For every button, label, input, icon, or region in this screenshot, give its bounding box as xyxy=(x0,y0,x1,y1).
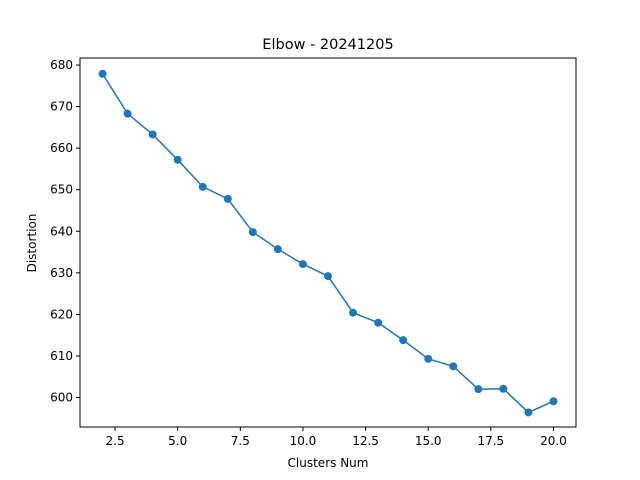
y-axis-ticks: 600 610 620 630 640 650 660 670 680 xyxy=(50,58,80,404)
x-axis-label: Clusters Num xyxy=(288,456,369,470)
y-tick-label: 600 xyxy=(50,390,73,404)
x-tick-label: 12.5 xyxy=(352,434,379,448)
data-point-marker xyxy=(524,408,533,417)
series-layer xyxy=(98,69,558,417)
y-tick-label: 630 xyxy=(50,266,73,280)
y-axis-label: Distortion xyxy=(25,214,39,273)
axes-frame xyxy=(79,57,577,428)
data-point-marker xyxy=(474,385,483,394)
data-point-marker xyxy=(148,130,157,139)
y-tick-label: 660 xyxy=(50,141,73,155)
data-point-marker xyxy=(549,397,558,406)
data-point-marker xyxy=(399,336,408,345)
x-tick-label: 10.0 xyxy=(290,434,317,448)
x-tick-label: 17.5 xyxy=(477,434,504,448)
y-tick-label: 640 xyxy=(50,224,73,238)
plot-area xyxy=(79,57,577,428)
x-tick-label: 7.5 xyxy=(231,434,250,448)
data-point-marker xyxy=(223,194,232,203)
data-point-marker xyxy=(173,155,182,164)
data-point-marker xyxy=(424,354,433,363)
x-tick-label: 20.0 xyxy=(540,434,567,448)
y-tick-label: 620 xyxy=(50,307,73,321)
data-point-marker xyxy=(374,318,383,327)
data-point-marker xyxy=(98,69,107,78)
data-point-marker xyxy=(273,245,282,254)
data-point-marker xyxy=(298,260,307,269)
data-point-marker xyxy=(349,308,358,317)
chart-title: Elbow - 20241205 xyxy=(262,37,393,53)
y-tick-label: 680 xyxy=(50,58,73,72)
x-tick-label: 15.0 xyxy=(415,434,442,448)
y-tick-label: 650 xyxy=(50,183,73,197)
y-tick-label: 610 xyxy=(50,349,73,363)
x-axis-ticks: 2.5 5.0 7.5 10.0 12.5 15.0 17.5 20.0 xyxy=(106,427,567,448)
x-tick-label: 5.0 xyxy=(168,434,187,448)
data-point-marker xyxy=(198,182,207,191)
data-point-marker xyxy=(123,109,132,118)
data-point-marker xyxy=(248,228,257,237)
x-tick-label: 2.5 xyxy=(106,434,125,448)
data-point-marker xyxy=(324,272,332,281)
data-point-marker xyxy=(449,362,458,371)
data-point-marker xyxy=(499,384,508,393)
y-tick-label: 670 xyxy=(50,100,73,114)
